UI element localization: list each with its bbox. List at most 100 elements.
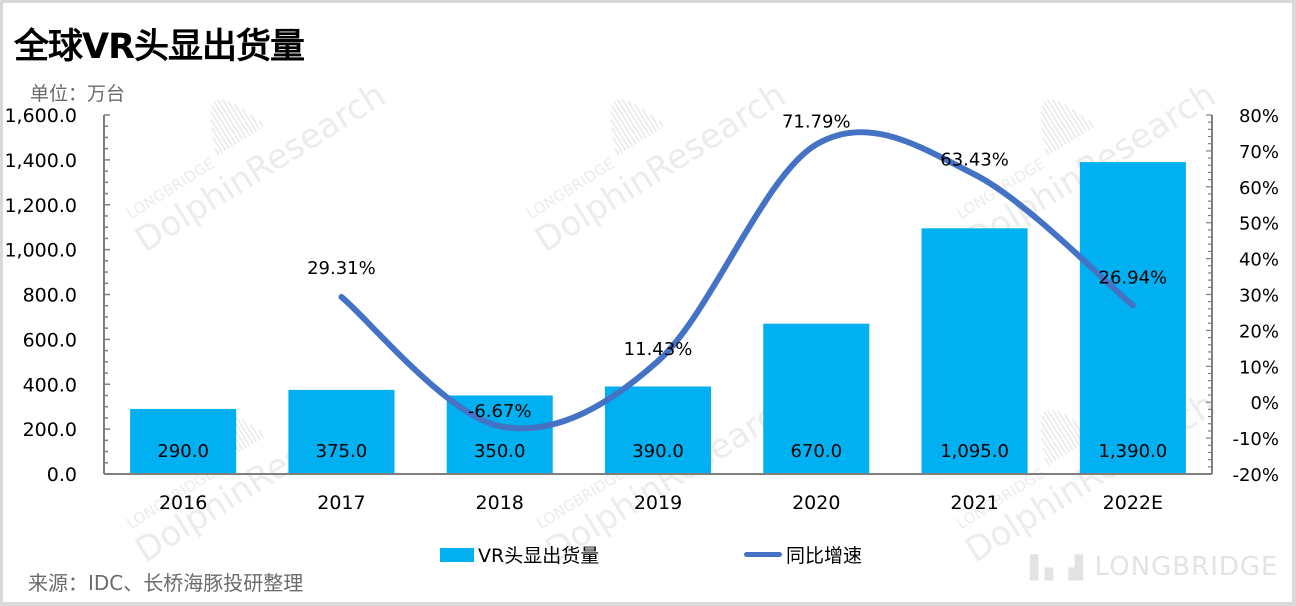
watermark-bar <box>1040 437 1057 462</box>
x-tick-label: 2022E <box>1103 492 1163 514</box>
right-tick-label: 80% <box>1239 106 1279 127</box>
watermark-bar <box>641 108 658 133</box>
watermark-bar <box>1040 118 1061 150</box>
watermark-bar <box>1071 108 1088 133</box>
chart-title: 全球VR头显出货量 <box>14 27 305 67</box>
legend-label-yoy: 同比增速 <box>786 545 863 567</box>
legend-bar-swatch <box>440 547 474 562</box>
legend-line-swatch <box>744 552 782 557</box>
watermark-bar <box>1063 413 1084 445</box>
watermark-bar <box>616 99 644 141</box>
watermark-text: DolphinResearch <box>128 75 392 261</box>
right-tick-label: 60% <box>1239 178 1279 199</box>
watermark-bar <box>610 111 634 147</box>
right-tick-label: 10% <box>1239 357 1279 378</box>
x-tick-label: 2018 <box>476 492 524 514</box>
watermark-bar <box>612 137 624 154</box>
left-tick-label: 600.0 <box>23 329 77 351</box>
x-tick-label: 2016 <box>159 492 207 514</box>
bar-data-label: 290.0 <box>157 441 209 462</box>
legend-item-shipments: VR头显出货量 <box>440 541 599 568</box>
watermark-bar <box>1042 137 1054 154</box>
watermark-bar <box>1044 457 1050 466</box>
bar-2016 <box>130 408 237 474</box>
watermark-bar <box>216 99 244 141</box>
x-tick-label: 2019 <box>634 492 682 514</box>
watermark-bar <box>658 120 665 128</box>
bar-2022E <box>1079 162 1186 474</box>
bar-2017 <box>288 389 395 474</box>
watermark-bar <box>614 147 620 156</box>
right-tick-label: -20% <box>1232 465 1279 486</box>
line-data-label: 11.43% <box>624 339 693 360</box>
watermark-bar <box>1044 147 1050 156</box>
watermark-bar <box>1051 98 1078 139</box>
watermark-bar <box>1063 103 1084 135</box>
watermark-bar <box>210 111 234 147</box>
logo-bars-icon: ▌▖▗▌ <box>1030 556 1095 581</box>
watermark-bar <box>214 147 220 156</box>
watermark-bar <box>227 100 251 137</box>
watermark-bar <box>210 127 227 152</box>
unit-label: 单位：万台 <box>30 83 126 105</box>
x-tick-label: 2017 <box>317 492 365 514</box>
left-tick-label: 0.0 <box>47 464 77 486</box>
longbridge-logo-watermark: ▌▖▗▌ LONGBRIDGE <box>1030 552 1278 582</box>
watermark-bar <box>610 118 631 150</box>
legend-label-shipments: VR头显出货量 <box>478 545 600 567</box>
watermark-bar <box>233 103 254 135</box>
watermark-bar <box>1040 428 1061 460</box>
watermark-bar <box>213 101 241 143</box>
watermark-bar <box>241 418 258 443</box>
watermark-bar <box>1079 114 1091 131</box>
right-tick-label: 20% <box>1239 321 1279 342</box>
logo-text: LONGBRIDGE <box>1094 552 1279 582</box>
watermark-bar <box>1040 127 1057 152</box>
watermark-bar <box>1088 120 1095 128</box>
left-tick-label: 1,200.0 <box>4 195 77 217</box>
watermark-text: DolphinResearch <box>528 75 792 261</box>
bar-2019 <box>604 386 712 474</box>
watermark-bar <box>1046 99 1074 141</box>
line-data-label: -6.67% <box>468 401 532 422</box>
line-data-label: 63.43% <box>940 149 1009 170</box>
watermark-bar <box>1041 105 1067 145</box>
bar-data-label: 350.0 <box>474 441 526 462</box>
right-tick-label: 50% <box>1239 214 1279 235</box>
watermark-bar <box>1051 408 1078 449</box>
watermark-bar <box>1043 411 1071 453</box>
left-tick-label: 1,600.0 <box>4 105 77 127</box>
bar-data-label: 1,095.0 <box>940 441 1009 462</box>
bar-data-label: 670.0 <box>791 441 843 462</box>
watermark-bar <box>249 424 261 441</box>
watermark-bar <box>258 120 265 128</box>
right-tick-label: 30% <box>1239 286 1279 307</box>
watermark-bar <box>210 118 231 150</box>
left-tick-label: 800.0 <box>23 285 77 307</box>
bar-data-label: 390.0 <box>632 441 684 462</box>
bar-2021 <box>921 228 1028 474</box>
watermark-bar <box>1043 101 1071 143</box>
right-tick-label: -10% <box>1232 429 1279 450</box>
watermark-bar <box>233 413 254 445</box>
chart-frame <box>3 3 1292 602</box>
watermark-bar <box>1057 410 1081 447</box>
bar-data-label: 375.0 <box>316 441 368 462</box>
watermark-bar <box>258 430 265 438</box>
watermark-bar <box>212 137 224 154</box>
watermark-bar <box>211 105 237 145</box>
watermark-bar <box>1041 415 1067 455</box>
watermark-bar <box>221 98 248 139</box>
right-tick-label: 70% <box>1239 142 1279 163</box>
watermark-bar <box>1042 447 1054 464</box>
watermark-bar <box>1046 409 1074 451</box>
legend-item-yoy: 同比增速 <box>744 541 862 568</box>
left-tick-label: 1,400.0 <box>4 150 77 172</box>
left-tick-label: 200.0 <box>23 419 77 441</box>
watermark-bar <box>610 127 627 152</box>
line-data-label: 29.31% <box>307 258 376 279</box>
bar-2020 <box>763 323 870 474</box>
right-tick-label: 40% <box>1239 250 1279 271</box>
